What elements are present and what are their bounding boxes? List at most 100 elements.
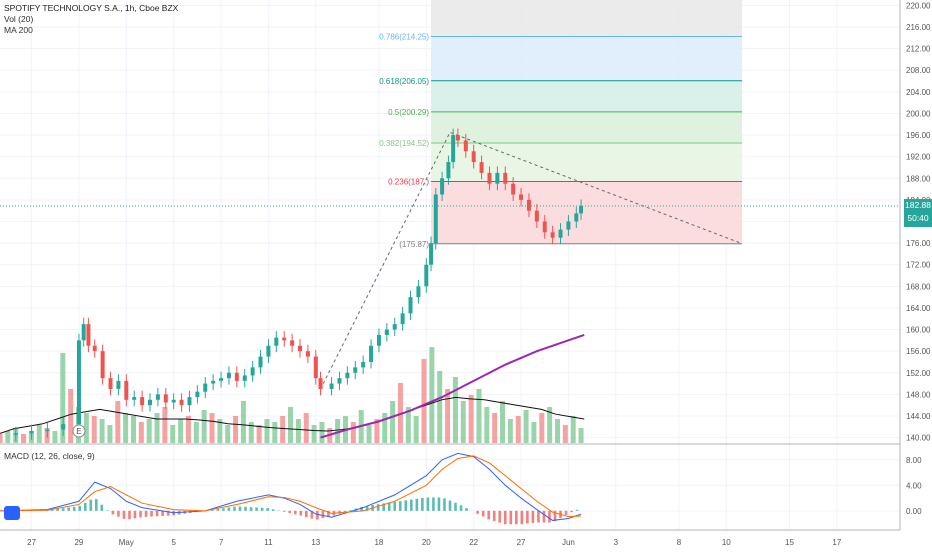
volume-bar (241, 401, 246, 443)
symbol-label[interactable]: SPOTIFY TECHNOLOGY S.A., 1h, Cboe BZX (4, 3, 178, 14)
macd-histogram-bar (416, 499, 419, 511)
x-tick-label: 18 (374, 538, 383, 547)
volume-bar (288, 407, 293, 443)
candle-body (579, 206, 583, 214)
volume-bar (131, 416, 136, 443)
fib-zone (431, 81, 742, 112)
y-tick-label: 220.00 (906, 1, 931, 10)
x-tick-label: 15 (785, 538, 794, 547)
fib-level-label: 0.618(206.05) (379, 77, 429, 86)
candle-body (472, 151, 476, 162)
fib-level-label: (175.87) (399, 240, 429, 249)
candle-body (203, 384, 207, 392)
volume-bar (115, 401, 120, 443)
macd-histogram-bar (228, 507, 231, 510)
volume-bar (579, 428, 584, 443)
volume-bar (445, 389, 450, 443)
macd-histogram-bar (504, 511, 507, 524)
tradingview-logo-icon[interactable] (4, 506, 20, 520)
macd-histogram-bar (570, 511, 573, 512)
candle-body (86, 324, 90, 346)
volume-bar (312, 425, 317, 443)
candle-body (409, 297, 413, 313)
volume-bar (178, 419, 183, 443)
candle-body (446, 162, 450, 178)
candle-body (61, 424, 65, 429)
candle-body (440, 178, 444, 194)
macd-histogram-bar (233, 507, 236, 511)
volume-bar (539, 413, 544, 443)
fib-zone (431, 112, 742, 143)
macd-histogram-bar (139, 511, 142, 518)
macd-histogram-bar (250, 507, 253, 511)
candle-body (274, 338, 278, 346)
macd-histogram-bar (106, 510, 109, 511)
y-tick-label: 144.00 (906, 412, 931, 421)
volume-bar (5, 431, 10, 443)
candle-body (180, 400, 184, 405)
volume-bar (524, 410, 529, 443)
x-tick-label: 5 (171, 538, 176, 547)
volume-bar (170, 425, 175, 443)
candle-body (235, 373, 239, 381)
macd-histogram-bar (565, 511, 568, 515)
candle-body (219, 378, 223, 381)
volume-bar (162, 407, 167, 443)
fib-zone (431, 0, 742, 36)
candle-body (495, 173, 499, 184)
volume-indicator-label[interactable]: Vol (20) (4, 14, 178, 25)
macd-indicator-label[interactable]: MACD (12, 26, close, 9) (4, 451, 95, 462)
macd-histogram-bar (261, 508, 264, 511)
macd-histogram-bar (316, 511, 319, 520)
bar-countdown: 50:40 (904, 212, 932, 225)
macd-histogram-bar (532, 511, 535, 523)
volume-bar (476, 389, 481, 443)
volume-bar (147, 419, 152, 443)
candle-body (559, 230, 563, 238)
macd-histogram-bar (388, 503, 391, 511)
candle-body (535, 211, 539, 222)
volume-bar (367, 425, 372, 443)
macd-y-tick-label: 4.00 (906, 481, 922, 490)
x-tick-label: 10 (722, 538, 731, 547)
macd-histogram-bar (266, 508, 269, 511)
macd-histogram-bar (239, 507, 242, 511)
fib-zone (431, 182, 742, 244)
volume-bar (508, 419, 513, 443)
candle-body (337, 378, 341, 383)
candle-body (30, 431, 34, 433)
candle-body (385, 330, 389, 335)
volume-bar (92, 416, 97, 443)
y-tick-label: 200.00 (906, 109, 931, 118)
fib-zone (431, 36, 742, 80)
candle-body (156, 394, 160, 399)
y-tick-label: 160.00 (906, 326, 931, 335)
candle-body (527, 200, 531, 211)
volume-bar (37, 425, 42, 443)
candle-body (429, 243, 433, 265)
macd-histogram-bar (150, 511, 153, 517)
candle-body (45, 429, 49, 431)
macd-histogram-bar (244, 507, 247, 511)
candle-body (416, 286, 420, 297)
candle-body (543, 222, 547, 233)
volume-bar (225, 425, 230, 443)
volume-bar (21, 434, 26, 443)
macd-histogram-bar (454, 503, 457, 511)
candle-body (451, 135, 455, 162)
volume-bar (264, 419, 269, 443)
volume-bar (531, 422, 536, 443)
y-tick-label: 212.00 (906, 45, 931, 54)
macd-histogram-bar (89, 500, 92, 511)
macd-histogram-bar (548, 511, 551, 523)
x-tick-label: 8 (677, 538, 682, 547)
macd-histogram-bar (487, 511, 490, 520)
candle-body (345, 373, 349, 378)
candle-body (251, 367, 255, 375)
candle-body (566, 222, 570, 230)
ma-indicator-label[interactable]: MA 200 (4, 25, 178, 36)
x-tick-label: 17 (832, 538, 841, 547)
volume-bar (414, 416, 419, 443)
